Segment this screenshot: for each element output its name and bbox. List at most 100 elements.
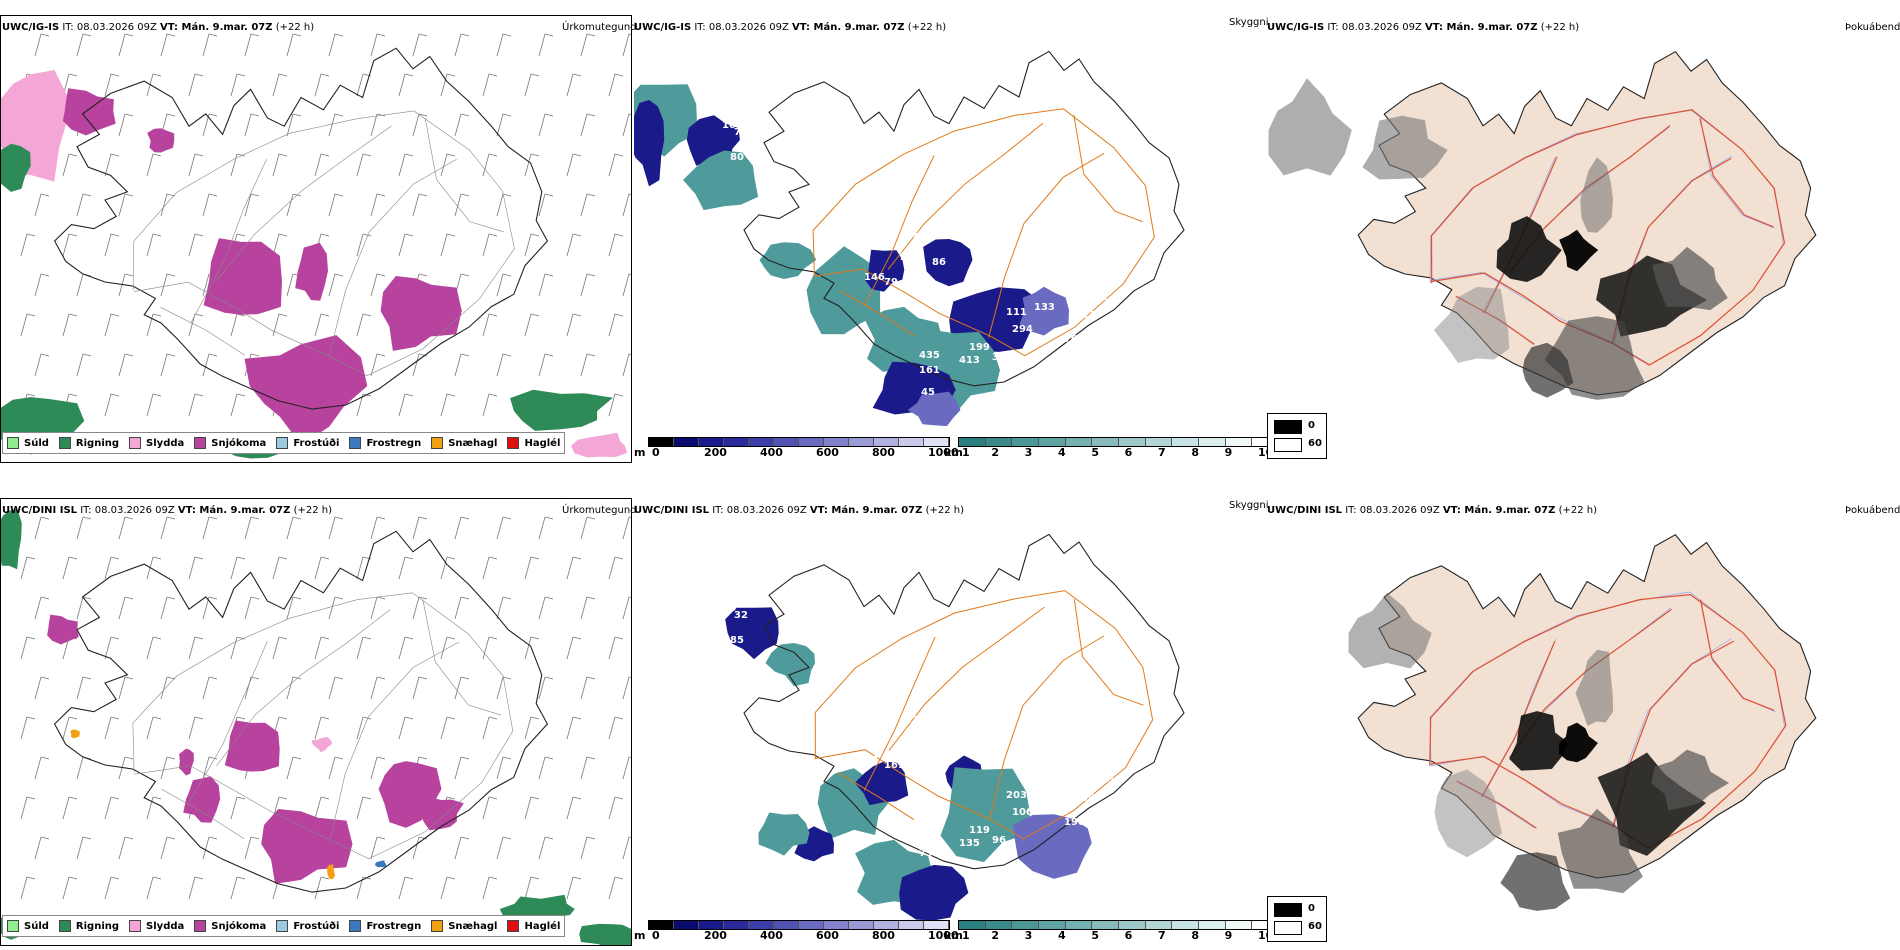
wind-barb (118, 676, 134, 700)
wind-barb (370, 516, 386, 540)
wind-barb (454, 836, 470, 860)
wind-barb (454, 676, 470, 700)
visibility-value-label: 113 (969, 232, 990, 243)
wind-barb (566, 876, 582, 900)
visibility-value-label: 36 (1034, 785, 1048, 796)
legend-item: Frostúði (276, 920, 339, 932)
wind-barb (580, 516, 596, 540)
wind-barb (104, 153, 120, 177)
wind-barb (482, 876, 498, 900)
legend-label: Haglél (524, 920, 561, 932)
legend-item: Snæhagl (431, 437, 497, 449)
wind-barb (412, 113, 428, 137)
colorbar-strip (958, 437, 1280, 447)
wind-barb (412, 596, 428, 620)
wind-barb (328, 113, 344, 137)
wind-barb (328, 596, 344, 620)
visibility-value-label: 382 (916, 292, 937, 303)
visibility-colorbar-km: km 1 2 3 4 5 6 7 8 9 10 (944, 437, 1284, 463)
wind-barb (608, 556, 624, 580)
legend-item: Slydda (129, 437, 184, 449)
wind-barb (398, 233, 414, 257)
legend-label: Slydda (146, 437, 185, 449)
wind-barb (104, 393, 120, 417)
visibility-value-label: 85 (730, 635, 744, 646)
wind-barb (20, 233, 36, 257)
visibility-title: Skyggni (1229, 17, 1269, 28)
wind-barb (412, 33, 428, 57)
visibility-value-label: 100 (722, 120, 743, 131)
colorbar-unit: m (634, 446, 646, 459)
panel-header: UWC/DINI ISL IT: 08.03.2026 09Z VT: Mán.… (634, 505, 964, 516)
wind-barb (104, 73, 120, 97)
wind-barb (328, 33, 344, 57)
legend-item: Snjókoma (194, 920, 266, 932)
wind-barb (412, 516, 428, 540)
legend-label: Frostregn (366, 437, 422, 449)
wind-barb (34, 353, 50, 377)
visibility-value-label: 413 (959, 355, 980, 366)
wind-barb (608, 876, 624, 900)
wind-barb (538, 193, 554, 217)
legend-swatch (431, 437, 444, 449)
legend-label: Snjókoma (211, 437, 267, 449)
colorbar-tick: 1 (962, 929, 970, 942)
colorbar-strip (958, 920, 1280, 930)
colorbar-tick: 400 (760, 929, 783, 942)
wind-barb (580, 113, 596, 137)
wind-barb (524, 636, 540, 660)
visibility-value-label: 81 (1094, 292, 1108, 303)
wind-barb (356, 796, 372, 820)
panel-header: UWC/DINI ISL IT: 08.03.2026 09Z VT: Mán.… (2, 505, 332, 516)
colorbar-tick: 5 (1091, 929, 1099, 942)
visibility-value-label: 32 (734, 610, 748, 621)
wind-barb (314, 876, 330, 900)
visibility-value-label: 67 (720, 230, 734, 241)
wind-barb (622, 676, 631, 700)
wind-barb (34, 676, 50, 700)
wind-barb (230, 556, 246, 580)
wind-barb (398, 73, 414, 97)
wind-barb (34, 756, 50, 780)
wind-barb (356, 233, 372, 257)
wind-barb (104, 313, 120, 337)
fog-map (1267, 30, 1900, 460)
wind-barb (272, 556, 288, 580)
wind-barb (356, 876, 372, 900)
legend-item: Haglél (507, 437, 560, 449)
wind-barb (356, 716, 372, 740)
wind-barb (622, 836, 631, 860)
wind-barb (188, 393, 204, 417)
legend-item: Frostregn (349, 437, 421, 449)
wind-barb (454, 33, 470, 57)
legend-item: Slydda (129, 920, 184, 932)
wind-barb (580, 33, 596, 57)
wind-barb (412, 676, 428, 700)
wind-barb (356, 153, 372, 177)
wind-barb (272, 73, 288, 97)
visibility-value-label: 87 (904, 232, 918, 243)
wind-barb (566, 796, 582, 820)
wind-barb (76, 193, 92, 217)
legend-label: Frostúði (293, 920, 340, 932)
wind-barb (524, 716, 540, 740)
wind-barb (454, 353, 470, 377)
legend-swatch (276, 437, 289, 449)
wind-barb (482, 556, 498, 580)
wind-barb (202, 756, 218, 780)
coastline (53, 530, 549, 893)
fog-title: Þokuábendi (1845, 505, 1900, 516)
wind-barb (440, 233, 456, 257)
wind-barb (202, 113, 218, 137)
panel-header: UWC/DINI ISL IT: 08.03.2026 09Z VT: Mán.… (1267, 505, 1597, 516)
wind-barb (370, 756, 386, 780)
visibility-colorbar-m: m 0 200 400 600 800 1000 (634, 920, 959, 946)
wind-barb (356, 393, 372, 417)
wind-barb (76, 676, 92, 700)
wind-barb (538, 273, 554, 297)
wind-barb (580, 756, 596, 780)
legend-label: Snæhagl (448, 437, 498, 449)
wind-barb (580, 273, 596, 297)
wind-barb (496, 676, 512, 700)
visibility-value-label: 66 (694, 715, 708, 726)
